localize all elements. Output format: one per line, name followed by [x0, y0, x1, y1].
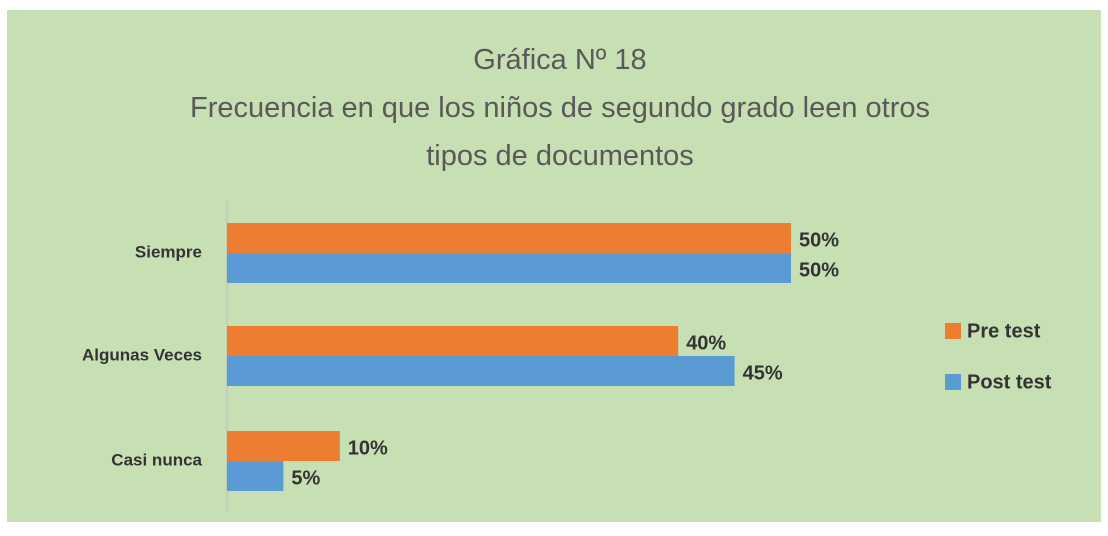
bar	[227, 461, 284, 491]
value-label: 10%	[348, 437, 388, 459]
legend-label: Pre test	[967, 320, 1041, 342]
bar	[227, 356, 735, 386]
legend-swatch	[945, 323, 961, 339]
value-label: 50%	[799, 259, 839, 281]
category-label: Siempre	[135, 242, 202, 261]
chart-subtitle: Frecuencia en que los niños de segundo g…	[189, 92, 930, 172]
legend-label: Post test	[967, 371, 1052, 393]
value-label: 50%	[799, 229, 839, 251]
bar	[227, 431, 340, 461]
value-label: 40%	[686, 332, 726, 354]
category-label: Algunas Veces	[82, 345, 202, 364]
chart-title: Gráfica Nº 18	[473, 44, 647, 76]
bar	[227, 253, 791, 283]
bar	[227, 326, 679, 356]
bar	[227, 223, 791, 253]
titles: Gráfica Nº 18 Frecuencia en que los niño…	[180, 36, 940, 180]
value-label: 45%	[743, 362, 783, 384]
category-label: Casi nunca	[111, 450, 202, 469]
value-label: 5%	[291, 467, 320, 489]
legend-swatch	[945, 374, 961, 390]
